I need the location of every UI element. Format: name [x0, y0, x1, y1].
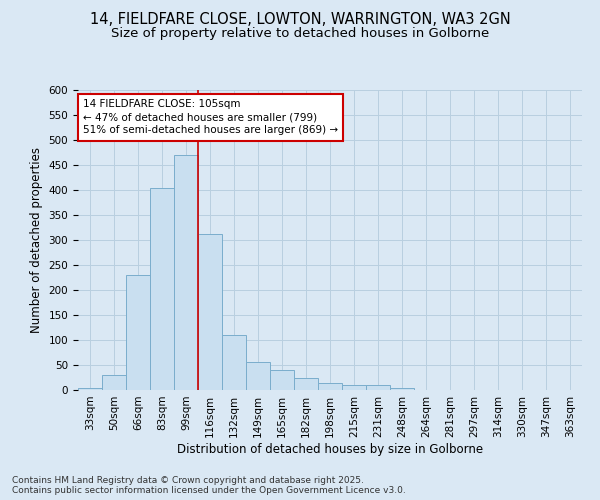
- Bar: [318, 383, 342, 390]
- Bar: [246, 362, 270, 390]
- X-axis label: Distribution of detached houses by size in Golborne: Distribution of detached houses by size …: [177, 442, 483, 456]
- Bar: [126, 275, 150, 390]
- Bar: [174, 155, 198, 390]
- Bar: [270, 370, 294, 390]
- Bar: [102, 375, 126, 390]
- Bar: [222, 335, 246, 390]
- Bar: [390, 388, 414, 390]
- Text: Size of property relative to detached houses in Golborne: Size of property relative to detached ho…: [111, 28, 489, 40]
- Text: 14 FIELDFARE CLOSE: 105sqm
← 47% of detached houses are smaller (799)
51% of sem: 14 FIELDFARE CLOSE: 105sqm ← 47% of deta…: [83, 99, 338, 136]
- Bar: [294, 378, 318, 390]
- Bar: [150, 188, 174, 390]
- Y-axis label: Number of detached properties: Number of detached properties: [30, 147, 43, 333]
- Text: 14, FIELDFARE CLOSE, LOWTON, WARRINGTON, WA3 2GN: 14, FIELDFARE CLOSE, LOWTON, WARRINGTON,…: [89, 12, 511, 28]
- Bar: [198, 234, 222, 390]
- Bar: [78, 388, 102, 390]
- Bar: [342, 384, 366, 390]
- Text: Contains HM Land Registry data © Crown copyright and database right 2025.
Contai: Contains HM Land Registry data © Crown c…: [12, 476, 406, 495]
- Bar: [366, 385, 390, 390]
